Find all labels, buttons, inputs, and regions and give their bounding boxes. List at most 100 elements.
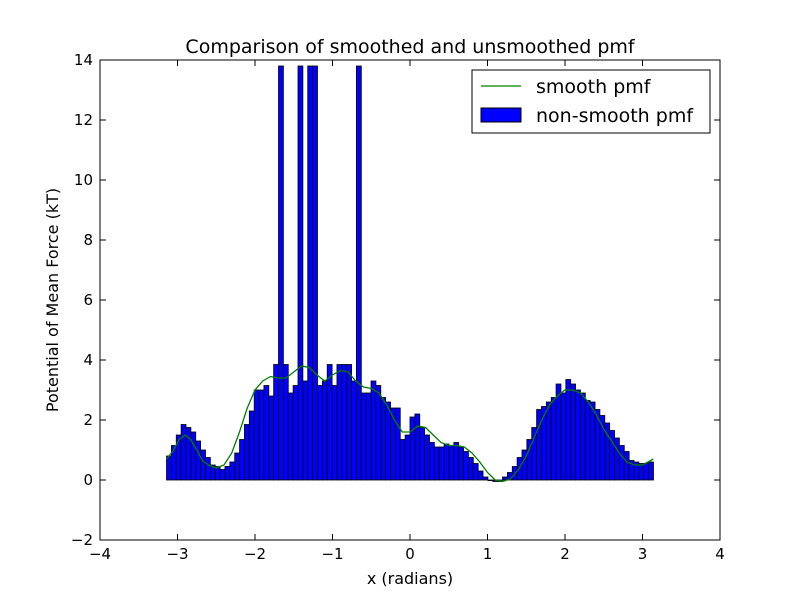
histogram-bar — [575, 389, 581, 481]
x-axis-label: x (radians) — [367, 569, 453, 588]
histogram-bar — [282, 364, 289, 481]
histogram-bar — [541, 406, 547, 481]
histogram-bar — [346, 364, 352, 481]
y-tick-label: 14 — [74, 51, 93, 69]
histogram-bar — [472, 463, 479, 481]
y-tick-label: 4 — [83, 351, 93, 369]
x-tick-label: −3 — [166, 545, 188, 563]
histogram-bar — [443, 443, 450, 481]
chart-title: Comparison of smoothed and unsmoothed pm… — [185, 36, 635, 58]
histogram-bar — [385, 401, 391, 481]
histogram-bar — [307, 65, 314, 481]
histogram-bar — [326, 364, 333, 481]
histogram-bar — [580, 392, 586, 481]
histogram-bar — [166, 455, 172, 481]
histogram-bar — [351, 380, 357, 481]
histogram-bar — [550, 397, 557, 481]
histogram-bar — [404, 434, 411, 481]
histogram-bar — [302, 380, 309, 481]
histogram-bar — [287, 392, 294, 481]
histogram-bar — [614, 437, 620, 481]
histogram-bar — [589, 401, 596, 481]
histogram-bar — [399, 439, 406, 481]
histogram-bar — [458, 446, 464, 481]
histogram-bar — [365, 392, 372, 481]
histogram-bar — [429, 442, 435, 481]
histogram-bar — [570, 383, 576, 481]
x-tick-label: 1 — [483, 545, 493, 563]
histogram-bar — [360, 392, 367, 481]
histogram-bar — [185, 427, 192, 481]
histogram-bars — [166, 65, 654, 482]
x-tick-label: 4 — [715, 545, 725, 563]
histogram-bar — [263, 385, 270, 481]
histogram-bar — [248, 410, 255, 481]
histogram-bar — [297, 65, 304, 481]
histogram-bar — [317, 385, 323, 481]
histogram-bar — [278, 65, 284, 481]
histogram-bar — [175, 434, 182, 481]
y-tick-label: −2 — [71, 531, 93, 549]
histogram-bar — [380, 397, 387, 481]
histogram-bar — [390, 407, 396, 481]
histogram-bar — [356, 65, 362, 481]
histogram-bar — [560, 392, 567, 481]
histogram-bar — [336, 364, 343, 481]
histogram-bar — [565, 379, 572, 481]
histogram-bar — [195, 440, 202, 481]
histogram-bar — [414, 413, 421, 481]
histogram-bar — [419, 427, 426, 481]
histogram-bar — [190, 431, 197, 481]
histogram-bar — [253, 389, 260, 481]
histogram-bar — [648, 461, 654, 481]
histogram-bar — [438, 446, 445, 481]
legend-label-smooth: smooth pmf — [536, 76, 652, 98]
x-tick-label: 0 — [405, 545, 415, 563]
histogram-bar — [370, 380, 377, 481]
histogram-bar — [584, 400, 591, 481]
histogram-bar — [409, 416, 416, 481]
histogram-bar — [477, 470, 484, 481]
histogram-bar — [536, 409, 542, 481]
histogram-bar — [609, 430, 615, 481]
legend-label-nonsmooth: non-smooth pmf — [536, 105, 694, 127]
y-tick-label: 6 — [83, 291, 93, 309]
histogram-bar — [643, 463, 650, 481]
histogram-bar — [273, 364, 279, 481]
legend: smooth pmf non-smooth pmf — [471, 69, 711, 134]
histogram-bar — [219, 469, 226, 481]
y-tick-label: 2 — [83, 411, 93, 429]
histogram-bar — [468, 457, 474, 481]
histogram-bar — [375, 385, 382, 481]
x-tick-label: −4 — [89, 545, 111, 563]
histogram-bar — [555, 383, 562, 481]
histogram-bar — [341, 364, 348, 481]
histogram-bar — [268, 395, 275, 481]
histogram-bar — [521, 449, 528, 481]
x-tick-label: −1 — [321, 545, 343, 563]
y-tick-label: 10 — [74, 171, 93, 189]
histogram-bar — [258, 389, 265, 481]
histogram-bar — [623, 451, 630, 481]
histogram-bar — [180, 424, 187, 481]
histogram-bar — [448, 445, 455, 481]
x-tick-label: −2 — [244, 545, 266, 563]
histogram-bar — [394, 407, 401, 481]
histogram-bar — [224, 466, 231, 481]
x-tick-label: 3 — [638, 545, 648, 563]
histogram-bar — [531, 427, 538, 481]
histogram-bar — [482, 476, 489, 481]
y-tick-label: 8 — [83, 231, 93, 249]
histogram-bar — [205, 457, 211, 481]
histogram-bar — [618, 445, 625, 481]
histogram-bar — [463, 451, 469, 481]
y-axis-label: Potential of Mean Force (kT) — [43, 188, 62, 412]
histogram-bar — [244, 424, 250, 481]
smooth-pmf-line — [166, 365, 654, 483]
histogram-bar — [433, 446, 440, 481]
histogram-bar — [487, 479, 494, 482]
histogram-bar — [638, 463, 645, 481]
histogram-bar — [229, 461, 236, 481]
